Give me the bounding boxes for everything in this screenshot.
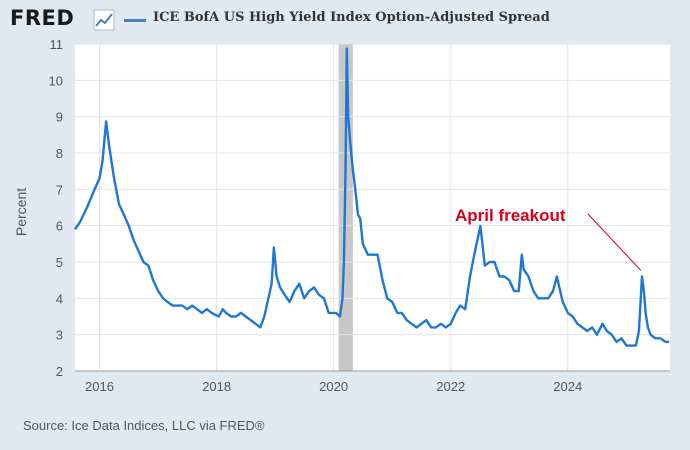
y-tick-label: 5 <box>56 255 63 270</box>
x-tick-label: 2022 <box>436 379 465 394</box>
legend-line-icon <box>124 19 146 22</box>
x-tick-label: 2016 <box>85 379 114 394</box>
y-tick-label: 6 <box>56 219 63 234</box>
y-tick-label: 11 <box>50 37 64 52</box>
plot-area <box>75 44 670 371</box>
y-tick-label: 4 <box>56 291 63 306</box>
x-tick-label: 2020 <box>319 379 348 394</box>
y-tick-label: 3 <box>56 328 63 343</box>
y-tick-label: 7 <box>56 182 63 197</box>
annotation-arrow <box>587 213 642 271</box>
fred-chart-icon <box>93 9 115 31</box>
chart-title: ICE BofA US High Yield Index Option-Adju… <box>153 10 550 25</box>
annotation-label: April freakout <box>455 206 566 225</box>
fred-logo[interactable]: FRED <box>10 6 75 30</box>
y-tick-label: 10 <box>49 73 63 88</box>
x-tick-label: 2018 <box>202 379 231 394</box>
y-tick-label: 9 <box>56 110 63 125</box>
x-tick-label: 2024 <box>553 379 582 394</box>
series-line <box>74 47 670 347</box>
y-axis-label: Percent <box>13 188 29 236</box>
y-tick-label: 8 <box>56 146 63 161</box>
source-note: Source: Ice Data Indices, LLC via FRED® <box>23 418 265 433</box>
y-tick-label: 2 <box>56 364 63 379</box>
